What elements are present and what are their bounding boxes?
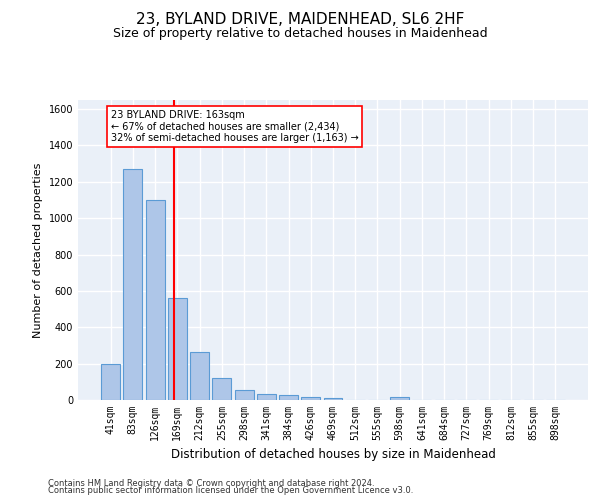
Bar: [301, 398, 320, 400]
Y-axis label: Number of detached properties: Number of detached properties: [33, 162, 43, 338]
X-axis label: Distribution of detached houses by size in Maidenhead: Distribution of detached houses by size …: [170, 448, 496, 462]
Bar: [279, 396, 298, 400]
Bar: [323, 398, 343, 400]
Bar: [101, 364, 120, 400]
Bar: [124, 169, 142, 400]
Bar: [168, 298, 187, 400]
Bar: [190, 352, 209, 400]
Text: Size of property relative to detached houses in Maidenhead: Size of property relative to detached ho…: [113, 28, 487, 40]
Text: 23, BYLAND DRIVE, MAIDENHEAD, SL6 2HF: 23, BYLAND DRIVE, MAIDENHEAD, SL6 2HF: [136, 12, 464, 28]
Bar: [390, 398, 409, 400]
Bar: [146, 200, 164, 400]
Bar: [257, 394, 276, 400]
Bar: [235, 390, 254, 400]
Text: Contains public sector information licensed under the Open Government Licence v3: Contains public sector information licen…: [48, 486, 413, 495]
Bar: [212, 378, 231, 400]
Text: 23 BYLAND DRIVE: 163sqm
← 67% of detached houses are smaller (2,434)
32% of semi: 23 BYLAND DRIVE: 163sqm ← 67% of detache…: [111, 110, 359, 143]
Text: Contains HM Land Registry data © Crown copyright and database right 2024.: Contains HM Land Registry data © Crown c…: [48, 478, 374, 488]
